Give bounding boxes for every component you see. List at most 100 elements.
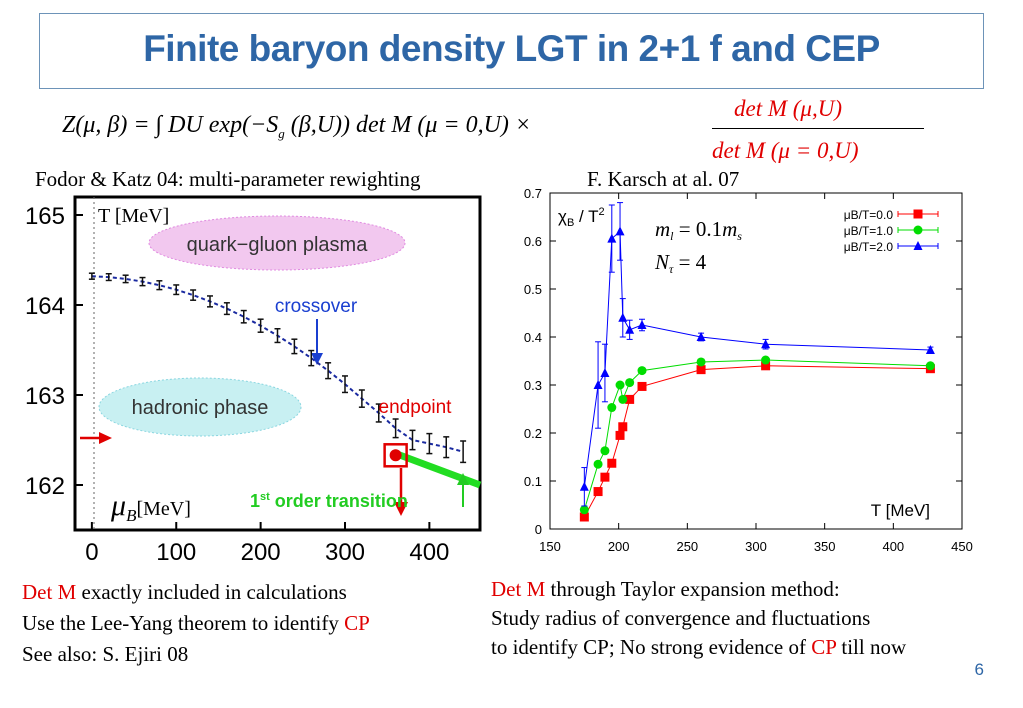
legend-label: μB/T=1.0 <box>844 224 894 238</box>
data-point-square <box>696 365 706 375</box>
qgp-label: quark−gluon plasma <box>187 234 369 256</box>
left-x-tick-label: 400 <box>409 539 449 566</box>
legend-marker-triangle <box>913 241 923 250</box>
left-red-arrowhead <box>99 432 112 444</box>
data-point-square <box>761 361 771 371</box>
data-point-triangle <box>637 320 647 329</box>
page-number: 6 <box>974 660 984 679</box>
data-point-triangle <box>625 324 635 334</box>
left-chart: 0 100 200 300 400 162 163 164 165 quark−gluon pl… <box>25 195 482 566</box>
right-x-label: T [MeV] <box>871 501 930 520</box>
data-point-square <box>593 487 603 497</box>
qgp-region <box>148 215 406 271</box>
legend-marker-square <box>913 209 923 219</box>
param-ntau: Nτ = 4 <box>654 250 707 276</box>
formula-rhs: (β,U)) det M (μ = 0,U) × <box>290 112 532 138</box>
first-order-arrowhead <box>457 473 469 485</box>
data-point-square <box>600 472 610 482</box>
left-x-tick-label: 200 <box>241 539 281 566</box>
formula-denominator: det M (μ = 0,U) <box>712 138 859 163</box>
right-y-tick-label: 0 <box>535 522 542 537</box>
right-y-tick-label: 0.2 <box>524 426 542 441</box>
fraction-line <box>712 128 924 129</box>
data-point-circle <box>593 459 603 469</box>
crossover-arrowhead <box>311 353 323 365</box>
data-point-triangle <box>600 368 610 377</box>
left-panel-header: Fodor & Katz 04: multi-parameter rewight… <box>35 167 421 191</box>
right-note-1: Det M through Taylor expansion method: <box>491 577 840 601</box>
left-x-tick-label: 100 <box>156 539 196 566</box>
right-y-label: χB / T2 <box>558 206 605 229</box>
right-notes: Det M through Taylor expansion method: S… <box>491 578 906 659</box>
data-point-circle <box>637 366 647 376</box>
formula-numerator: det M (μ,U) <box>734 96 842 121</box>
right-x-tick-label: 350 <box>814 539 836 554</box>
left-note-1: Det M exactly included in calculations <box>22 580 347 604</box>
endpoint-label: endpoint <box>379 397 453 418</box>
right-legend: μB/T=0.0 μB/T=1.0 μB/T=2.0 <box>844 208 939 254</box>
data-point-triangle <box>579 481 589 491</box>
endpoint-arrowhead <box>394 502 408 516</box>
first-order-label: 1st order transition <box>250 491 408 511</box>
left-y-tick-label: 163 <box>25 383 65 410</box>
data-point-square <box>618 422 628 432</box>
data-point-square <box>625 394 635 404</box>
left-y-tick-label: 162 <box>25 473 65 500</box>
data-point-triangle <box>615 226 625 236</box>
right-x-tick-label: 250 <box>676 539 698 554</box>
right-series <box>579 202 935 522</box>
data-point-triangle <box>696 332 706 341</box>
data-point-square <box>607 458 617 468</box>
data-point-circle <box>600 446 610 456</box>
left-note-3: See also: S. Ejiri 08 <box>22 642 189 666</box>
right-y-tick-label: 0.3 <box>524 378 542 393</box>
legend-label: μB/T=0.0 <box>844 208 894 222</box>
data-point-square <box>615 430 625 440</box>
right-x-tick-label: 300 <box>745 539 767 554</box>
data-point-circle <box>696 357 706 367</box>
hadronic-label: hadronic phase <box>132 397 269 419</box>
data-point-triangle <box>618 312 628 322</box>
crossover-curve <box>88 272 482 489</box>
left-y-tick-label: 164 <box>25 293 65 320</box>
right-y-tick-label: 0.5 <box>524 282 542 297</box>
data-point-square <box>637 381 647 391</box>
right-x-tick-label: 450 <box>951 539 973 554</box>
hadronic-region <box>98 377 302 437</box>
right-plot-frame <box>549 192 963 530</box>
right-y-tick-label: 0.1 <box>524 474 542 489</box>
left-x-label: μB[MeV] <box>110 489 191 525</box>
right-note-3: to identify CP; No strong evidence of CP… <box>491 635 907 659</box>
data-point-circle <box>579 505 589 515</box>
right-y-tick-label: 0.4 <box>524 330 542 345</box>
data-point-circle <box>618 394 628 404</box>
right-x-tick-label: 400 <box>882 539 904 554</box>
legend-label: μB/T=2.0 <box>844 240 894 254</box>
formula-sub: g <box>278 125 285 141</box>
slide-title: Finite baryon density LGT in 2+1 f and C… <box>143 28 880 69</box>
right-panel-header: F. Karsch at al. 07 <box>587 167 740 191</box>
left-notes: Det M exactly included in calculations U… <box>22 581 370 666</box>
right-ticks: 150 200 250 300 350 400 450 0 0.1 0.2 0.3 0.4 0.5 0.6… <box>524 186 973 554</box>
data-point-triangle <box>925 344 935 354</box>
legend-marker-circle <box>913 225 923 235</box>
left-note-2: Use the Lee-Yang theorem to identify CP <box>22 611 370 635</box>
formula: Z(μ, β) = ∫ DU exp(−Sg (β,U)) det M (μ =… <box>62 96 942 173</box>
right-x-tick-label: 150 <box>539 539 561 554</box>
right-y-tick-label: 0.7 <box>524 186 542 201</box>
left-x-tick-label: 0 <box>85 539 98 566</box>
left-ticks: 0 100 200 300 400 162 163 164 165 <box>25 203 449 566</box>
data-point-circle <box>625 378 635 388</box>
data-point-square <box>579 512 589 522</box>
right-chart: 150 200 250 300 350 400 450 0 0.1 0.2 0.3 0.4 0.5 0.6… <box>524 186 973 554</box>
right-note-2: Study radius of convergence and fluctuat… <box>491 606 871 630</box>
data-point-triangle <box>761 339 771 349</box>
right-x-tick-label: 200 <box>608 539 630 554</box>
formula-lhs: Z(μ, β) = ∫ DU exp(−S <box>62 112 279 138</box>
data-point-circle <box>925 361 935 371</box>
left-x-tick-label: 300 <box>325 539 365 566</box>
data-point-circle <box>607 403 617 413</box>
endpoint-box <box>383 443 408 468</box>
data-point-triangle <box>607 233 617 243</box>
title-box: Finite baryon density LGT in 2+1 f and C… <box>39 13 984 89</box>
